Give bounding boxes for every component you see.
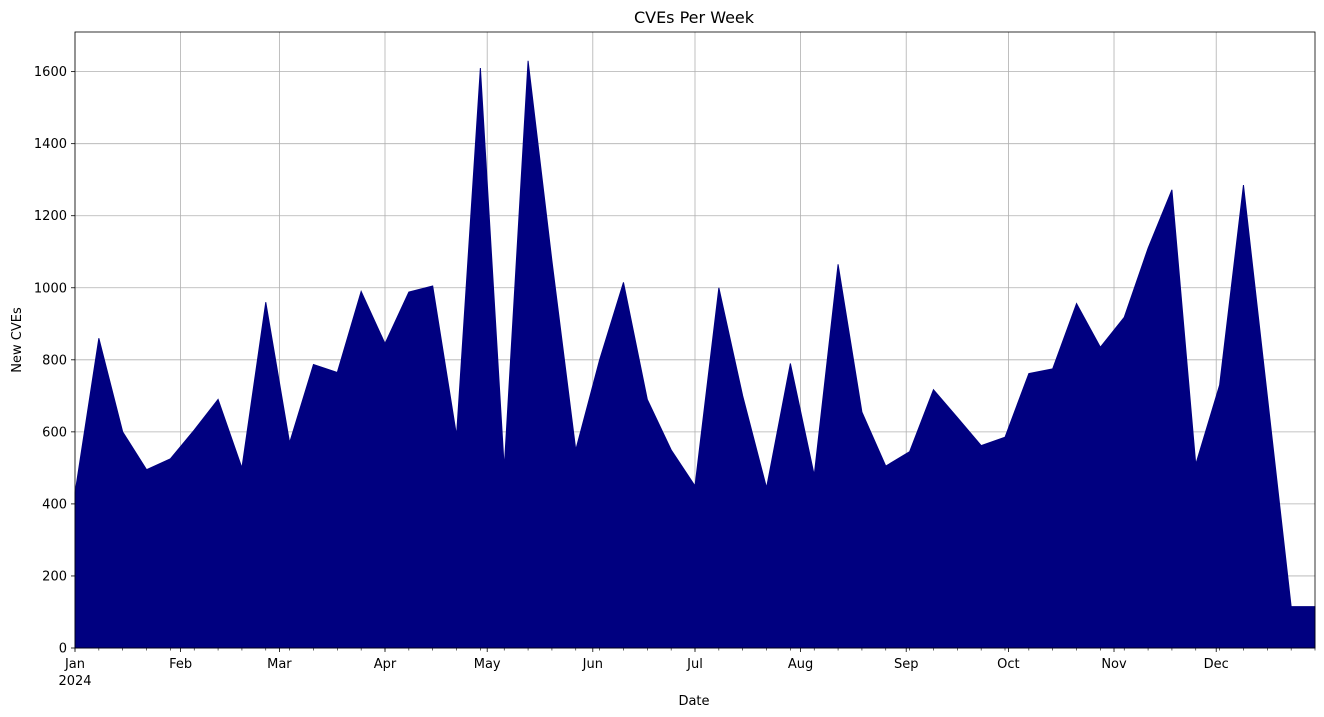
x-tick-label: Sep [894,657,919,672]
x-tick-label: Mar [267,657,292,672]
y-tick-label: 0 [59,642,67,657]
y-tick-label: 1600 [34,65,67,80]
x-tick-label: Apr [374,657,397,672]
x-tick-label: Aug [788,657,813,672]
x-tick-label: Nov [1101,657,1127,672]
x-tick-label: Dec [1204,657,1229,672]
chart-title: CVEs Per Week [634,8,755,27]
x-tick-label: Jan [64,657,85,672]
x-tick-label: Oct [997,657,1019,672]
series-area [74,60,1316,649]
y-axis-label: New CVEs [10,307,25,373]
x-axis-label: Date [678,694,709,709]
y-tick-label: 1400 [34,137,67,152]
y-axis-ticks: 0 200 400 600 800 1000 1200 1400 1600 [34,65,75,657]
y-tick-label: 600 [42,425,67,440]
x-tick-label: Feb [169,657,192,672]
y-tick-label: 1200 [34,209,67,224]
y-tick-label: 400 [42,497,67,512]
x-tick-label: Jun [582,657,603,672]
y-tick-label: 200 [42,569,67,584]
y-tick-label: 800 [42,353,67,368]
year-label: 2024 [58,674,91,689]
y-tick-label: 1000 [34,281,67,296]
x-tick-label: May [474,657,501,672]
x-axis-ticks: Jan Feb Mar Apr May Jun Jul Aug Sep Oct Nov Dec [64,648,1316,672]
x-tick-label: Jul [686,657,703,672]
